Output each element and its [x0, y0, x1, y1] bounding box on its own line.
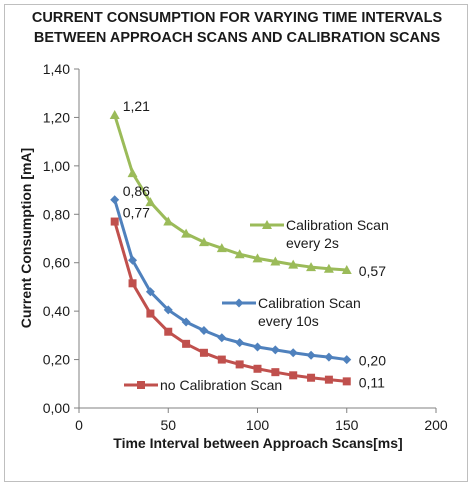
x-tick-label: 0 [75, 417, 83, 433]
y-tick-label: 0,40 [43, 303, 70, 319]
chart-title: CURRENT CONSUMPTION FOR VARYING TIME INT… [0, 8, 474, 48]
data-label: 0,86 [123, 183, 150, 199]
legend-marker [137, 381, 145, 389]
data-point [217, 333, 227, 343]
data-point [110, 217, 119, 226]
data-point [306, 350, 316, 360]
data-labels: 1,21 0,57 0,86 0,20 0,77 0,11 [123, 98, 387, 390]
data-point [199, 326, 209, 336]
data-point [342, 377, 351, 386]
data-point [341, 264, 352, 274]
series-1 [110, 195, 352, 365]
data-point [324, 352, 334, 362]
legend-label: Calibration Scan [258, 295, 361, 311]
data-point [253, 364, 262, 373]
data-point [182, 339, 191, 348]
data-point [181, 228, 192, 238]
data-point [306, 262, 317, 272]
data-point [128, 279, 137, 288]
data-point [288, 259, 299, 269]
legend-marker [234, 298, 244, 308]
series-0 [109, 110, 352, 274]
y-tick-label: 0,60 [43, 255, 70, 271]
series-layer [109, 110, 352, 386]
data-point [110, 195, 120, 205]
y-tick-label: 0,80 [43, 206, 70, 222]
data-point [235, 338, 245, 348]
legend-entry-0: Calibration Scan every 2s [250, 217, 389, 251]
data-point [163, 305, 173, 315]
data-point [163, 216, 174, 226]
data-point [216, 243, 227, 253]
y-tick-label: 1,00 [43, 158, 70, 174]
data-point [270, 345, 280, 355]
data-point [252, 253, 263, 263]
data-label: 0,57 [359, 263, 386, 279]
data-point [181, 317, 191, 327]
legend-entry-1: Calibration Scan every 10s [222, 295, 361, 329]
data-point [342, 355, 352, 365]
legend-marker [262, 220, 272, 229]
legend-label: every 2s [286, 235, 339, 251]
series-2 [110, 217, 351, 386]
chart-title-line-2: BETWEEN APPROACH SCANS AND CALIBRATION S… [33, 30, 441, 46]
data-point [164, 327, 173, 336]
data-point [289, 371, 298, 380]
y-tick-label: 0,20 [43, 352, 70, 368]
legend-label: Calibration Scan [286, 217, 389, 233]
data-point [198, 237, 209, 247]
data-point [145, 197, 156, 207]
y-tick-label: 1,40 [43, 61, 70, 77]
data-point [234, 249, 245, 259]
data-point [270, 256, 281, 266]
data-point [323, 263, 334, 273]
chart-frame [4, 4, 468, 482]
legend-entry-2: no Calibration Scan [124, 377, 282, 393]
chart-title-line-1: CURRENT CONSUMPTION FOR VARYING TIME INT… [31, 10, 443, 26]
data-point [127, 168, 138, 178]
tick-labels: 0,00 0,20 0,40 0,60 0,80 1,00 1,20 1,40 0 50 100 15… [43, 61, 448, 433]
x-axis-title: Time Interval between Approach Scans[ms] [113, 435, 402, 451]
legend-label: no Calibration Scan [160, 377, 282, 393]
data-point [307, 373, 316, 382]
data-label: 0,20 [359, 353, 386, 369]
data-label: 0,11 [359, 374, 385, 390]
axes [74, 68, 437, 413]
x-tick-label: 200 [424, 417, 448, 433]
data-point [253, 342, 262, 352]
data-point [288, 348, 298, 358]
y-tick-label: 0,00 [43, 400, 70, 416]
y-tick-label: 1,20 [43, 109, 70, 125]
data-point [324, 375, 333, 384]
data-point [271, 368, 280, 377]
data-point [128, 255, 138, 265]
data-point [235, 360, 244, 369]
y-axis-title: Current Consumption [mA] [18, 148, 34, 328]
x-tick-label: 50 [160, 417, 176, 433]
data-point [109, 110, 120, 120]
data-label: 0,77 [123, 205, 150, 221]
x-tick-label: 150 [335, 417, 359, 433]
x-tick-label: 100 [246, 417, 270, 433]
data-point [145, 287, 155, 297]
data-point [146, 309, 155, 318]
data-label: 1,21 [123, 98, 150, 114]
data-point [217, 355, 226, 364]
data-point [199, 348, 208, 357]
legend-label: every 10s [258, 313, 319, 329]
